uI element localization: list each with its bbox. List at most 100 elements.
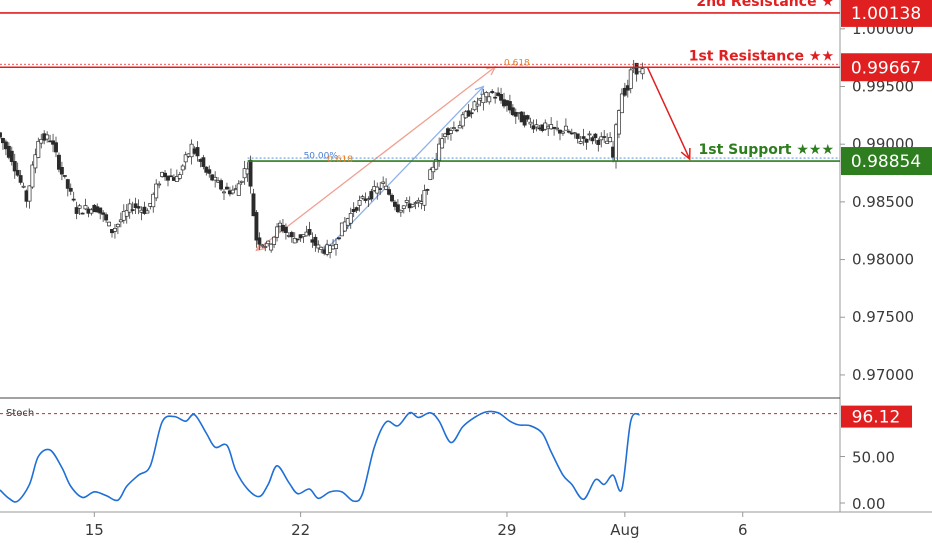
- candle-body: [12, 161, 17, 172]
- candle-body: [390, 194, 394, 202]
- candle-body: [3, 141, 8, 150]
- candle-body: [584, 138, 589, 143]
- candle-body: [30, 164, 35, 188]
- candle-body: [104, 214, 109, 221]
- candle-body: [222, 191, 226, 194]
- candle-body: [39, 138, 44, 144]
- candle-body: [596, 140, 601, 145]
- candle-body: [168, 175, 173, 178]
- candle-body: [263, 246, 268, 248]
- candle-body: [549, 124, 554, 130]
- candle-body: [101, 212, 106, 215]
- candle-body: [118, 219, 123, 223]
- candle-body: [145, 210, 150, 214]
- candle-body: [410, 204, 415, 208]
- stoch-badge-value: 96.12: [852, 408, 901, 428]
- candle-body: [534, 124, 539, 128]
- candle-body: [62, 175, 67, 177]
- candle-body: [599, 136, 604, 141]
- fib-label: 0.618: [504, 58, 530, 68]
- candle-body: [578, 141, 583, 144]
- candle-body: [469, 112, 474, 115]
- candle-body: [448, 130, 453, 134]
- candle-body: [177, 174, 182, 179]
- level-badge: [841, 53, 932, 82]
- candle-body: [283, 226, 288, 233]
- candle-body: [275, 226, 280, 238]
- candle-body: [616, 110, 621, 135]
- fib-arrow-head: [474, 85, 485, 96]
- candle-body: [428, 169, 433, 180]
- candle-body: [398, 209, 403, 213]
- candle-body: [490, 91, 495, 94]
- candle-body: [224, 186, 229, 190]
- x-tick-label: 15: [85, 521, 104, 539]
- y-tick-label: 0.98000: [852, 251, 914, 269]
- candle-body: [124, 210, 129, 217]
- candle-body: [269, 243, 274, 251]
- candle-body: [336, 237, 341, 240]
- candle-body: [0, 137, 5, 144]
- candle-body: [133, 203, 138, 208]
- candle-body: [201, 157, 206, 167]
- candle-body: [163, 172, 168, 178]
- candle-body: [154, 183, 159, 199]
- candle-body: [98, 207, 103, 214]
- candle-body: [484, 92, 489, 98]
- candle-body: [457, 125, 462, 129]
- candle-body: [313, 236, 318, 246]
- candle-body: [142, 206, 147, 214]
- candle-body: [260, 244, 265, 247]
- candle-body: [319, 246, 324, 250]
- candle-body: [404, 199, 409, 203]
- candle-body: [180, 165, 185, 171]
- candle-body: [360, 196, 365, 199]
- candle-body: [531, 125, 536, 130]
- candle-body: [36, 140, 41, 158]
- stoch-badge: [841, 405, 912, 428]
- level-name: 2nd Resistance ★: [696, 0, 834, 10]
- y-tick-label: 0.99500: [852, 78, 914, 96]
- forecast-arrow-line: [646, 66, 691, 160]
- fib-label: 0.618: [327, 155, 353, 165]
- candle-body: [33, 154, 38, 169]
- level-badge-value: 0.99667: [851, 58, 921, 78]
- candle-body: [0, 132, 2, 138]
- candle-body: [45, 134, 50, 140]
- stoch-tick-label: 0.00: [852, 495, 885, 513]
- candle-body: [369, 191, 374, 200]
- candle-body: [460, 114, 465, 127]
- candle-body: [54, 142, 58, 153]
- candle-body: [83, 205, 88, 210]
- candle-body: [499, 94, 504, 101]
- candle-body: [422, 190, 427, 206]
- candle-body: [115, 223, 120, 228]
- x-tick-label: 22: [291, 521, 310, 539]
- candle-body: [475, 103, 480, 107]
- candle-body: [80, 212, 85, 215]
- candle-body: [575, 133, 580, 139]
- candle-body: [431, 166, 436, 173]
- candle-body: [401, 205, 406, 209]
- level-badge-value: 0.98854: [851, 152, 921, 172]
- candle-body: [602, 136, 607, 138]
- candle-body: [230, 189, 235, 194]
- candle-body: [207, 169, 212, 174]
- candle-body: [166, 175, 170, 181]
- candle-body: [174, 176, 179, 182]
- candle-body: [387, 189, 392, 195]
- candle-body: [525, 115, 530, 120]
- candle-body: [628, 69, 633, 89]
- candle-body: [572, 132, 577, 135]
- fib-label: 50.00%: [304, 152, 339, 162]
- candle-body: [18, 175, 23, 183]
- candle-body: [392, 201, 397, 207]
- candle-body: [513, 111, 518, 117]
- candle-body: [510, 107, 515, 116]
- candle-body: [381, 181, 386, 184]
- candle-body: [587, 133, 592, 136]
- candle-body: [248, 159, 253, 187]
- candle-body: [487, 96, 492, 103]
